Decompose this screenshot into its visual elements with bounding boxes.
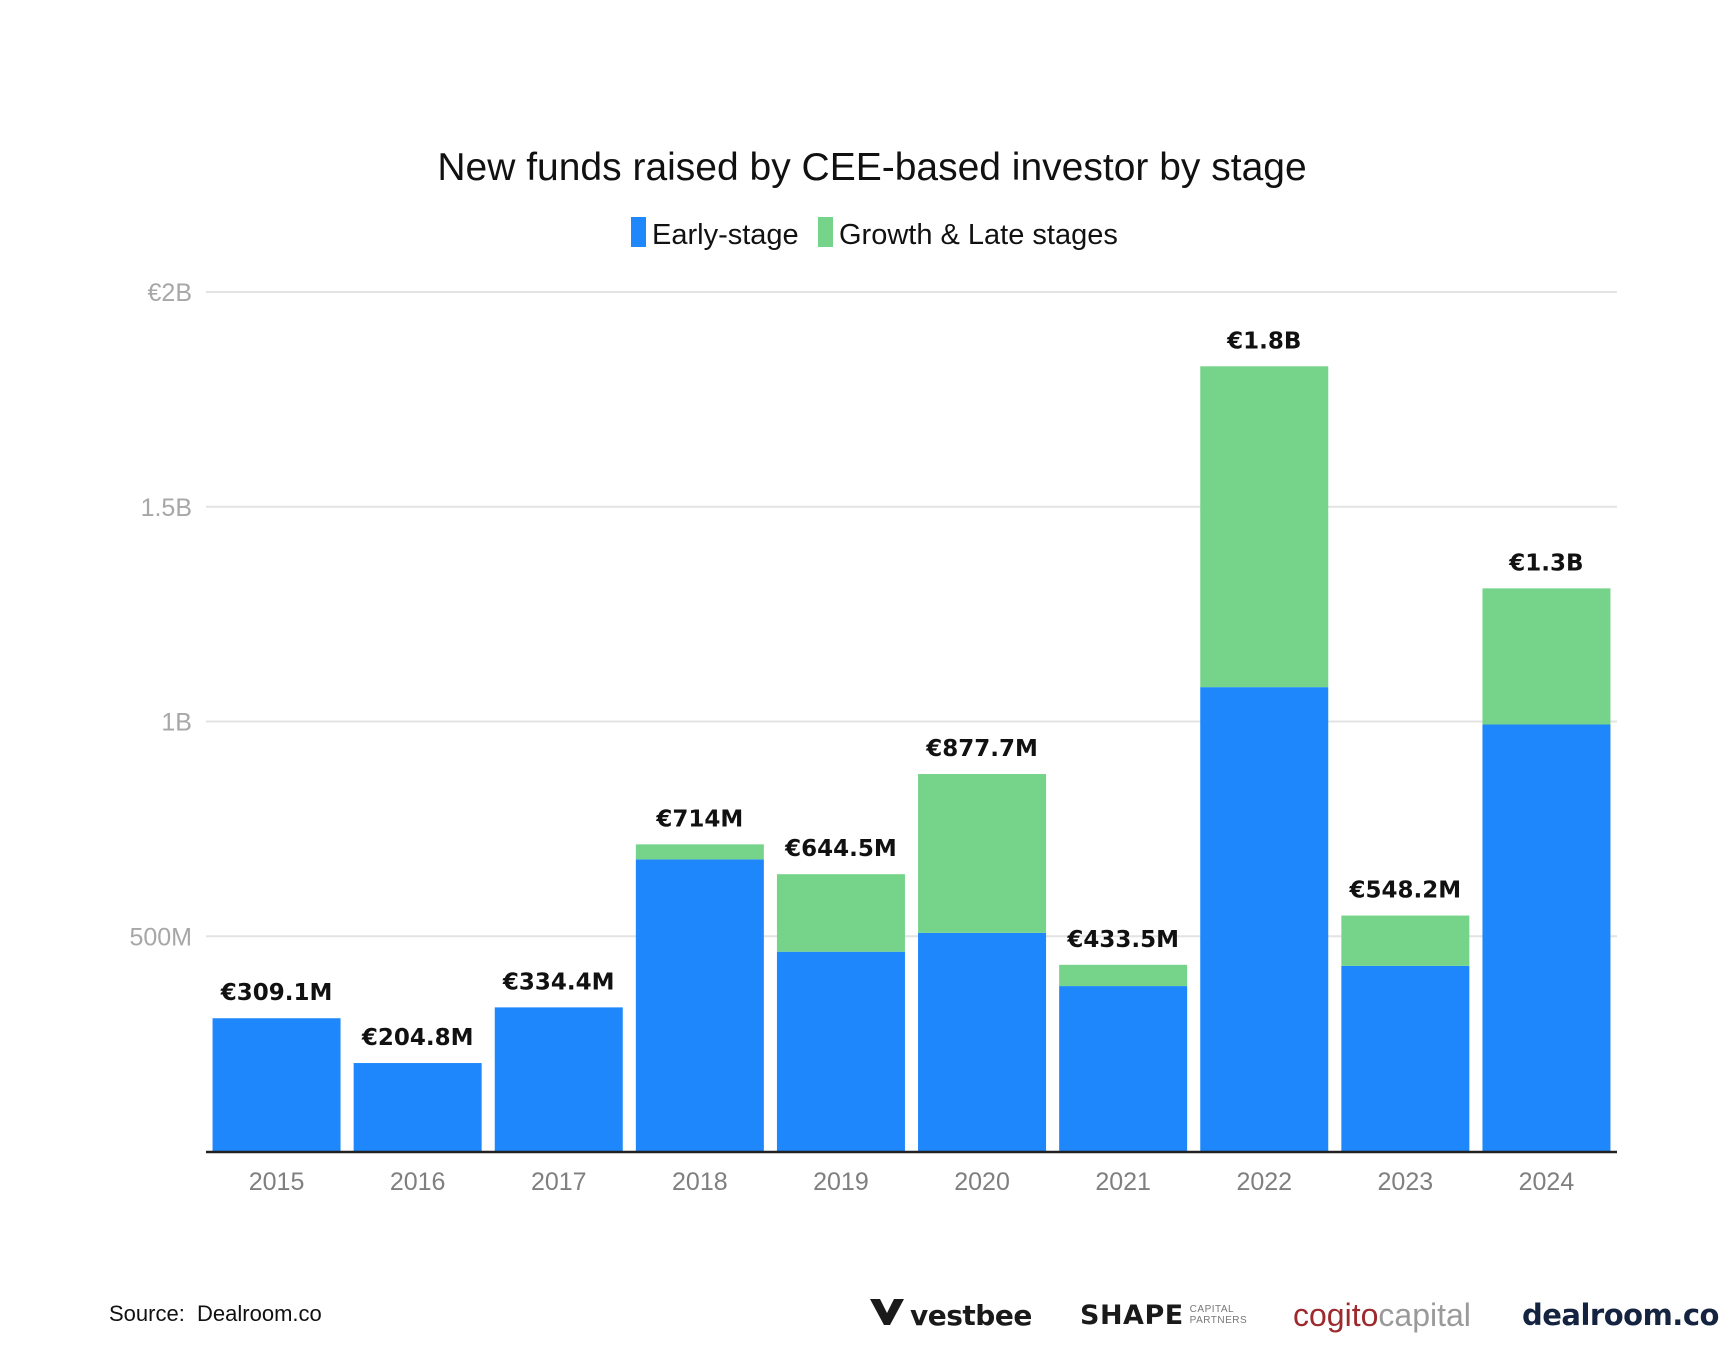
- bar-total-label: €877.7M: [925, 736, 1038, 762]
- bar-total-label: €1.8B: [1226, 328, 1301, 354]
- shape-wordmark: SHAPE: [1080, 1299, 1184, 1331]
- bar-growth-late: [1059, 964, 1188, 987]
- cogito-wordmark: cogito: [1293, 1296, 1379, 1333]
- bar-growth-late: [1482, 588, 1611, 725]
- x-tick-label: 2018: [672, 1168, 728, 1196]
- bar-early-stage: [776, 951, 905, 1151]
- y-tick-label: 1B: [161, 709, 192, 737]
- x-tick-label: 2020: [954, 1168, 1010, 1196]
- x-tick-label: 2015: [249, 1168, 305, 1196]
- bar-early-stage: [1059, 986, 1188, 1151]
- bar-early-stage: [212, 1018, 341, 1151]
- shape-subtitle-line-1: CAPITAL: [1189, 1304, 1235, 1315]
- gridlines: [206, 291, 1617, 938]
- bar-total-label: €548.2M: [1349, 878, 1462, 904]
- bar-early-stage: [1200, 687, 1329, 1151]
- x-tick-label: 2023: [1378, 1168, 1434, 1196]
- bar-growth-late: [635, 844, 764, 860]
- bar-total-label: €309.1M: [220, 980, 333, 1006]
- x-tick-label: 2022: [1236, 1168, 1292, 1196]
- source-note: Source: Dealroom.co: [109, 1301, 322, 1326]
- bar-growth-late: [918, 774, 1047, 933]
- dealroom-logo: dealroom.co: [1522, 1290, 1719, 1340]
- bar-total-label: €714M: [655, 806, 743, 832]
- shape-capital-logo: SHAPE CAPITAL PARTNERS: [1080, 1290, 1247, 1340]
- bar-growth-late: [1341, 915, 1470, 966]
- bar-early-stage: [494, 1007, 623, 1151]
- total-labels: €309.1M €204.8M €334.4M €714M €644.5M €877.7M…: [220, 328, 1584, 1051]
- bar-early-stage: [353, 1063, 482, 1151]
- bar-total-label: €644.5M: [784, 836, 897, 862]
- chart-title: New funds raised by CEE-based investor b…: [437, 146, 1306, 189]
- bar-growth-late: [776, 874, 905, 952]
- x-tick-label: 2016: [390, 1168, 446, 1196]
- bar-early-stage: [1482, 724, 1611, 1151]
- bars: [212, 366, 1611, 1151]
- shape-subtitle: CAPITAL PARTNERS: [1190, 1304, 1248, 1326]
- bar-growth-late: [1200, 366, 1329, 688]
- bar-total-label: €1.3B: [1508, 550, 1583, 576]
- x-tick-label: 2021: [1095, 1168, 1151, 1196]
- shape-subtitle-line-2: PARTNERS: [1189, 1315, 1248, 1326]
- vestbee-logo: vestbee: [870, 1290, 1032, 1340]
- cogito-capital-logo: cogito capital: [1293, 1290, 1471, 1340]
- y-tick-label: 1.5B: [141, 494, 192, 522]
- bar-total-label: €204.8M: [361, 1025, 474, 1051]
- y-tick-label: €2B: [148, 279, 192, 307]
- bar-total-label: €334.4M: [502, 969, 615, 995]
- x-tick-label: 2024: [1519, 1168, 1575, 1196]
- y-tick-label: 500M: [129, 923, 192, 951]
- legend: Early-stage Growth & Late stages: [631, 217, 1118, 251]
- vestbee-mark-icon: [870, 1298, 904, 1332]
- legend-swatch-early-stage: [631, 217, 646, 247]
- legend-label-growth-late: Growth & Late stages: [839, 219, 1118, 251]
- y-axis-ticks: 500M 1B 1.5B €2B: [129, 279, 192, 951]
- bar-early-stage: [1341, 965, 1470, 1151]
- bar-total-label: €433.5M: [1066, 927, 1179, 953]
- x-tick-label: 2019: [813, 1168, 869, 1196]
- dealroom-wordmark: dealroom.co: [1522, 1298, 1719, 1332]
- bar-early-stage: [918, 932, 1047, 1151]
- legend-label-early-stage: Early-stage: [652, 219, 799, 251]
- x-axis-ticks: 2015 2016 2017 2018 2019 2020 2021 2022 2023 2024: [249, 1168, 1575, 1196]
- legend-swatch-growth-late: [818, 217, 833, 247]
- cogito-capital-wordmark: capital: [1378, 1296, 1471, 1333]
- bar-early-stage: [635, 859, 764, 1151]
- vestbee-wordmark: vestbee: [910, 1298, 1032, 1332]
- x-tick-label: 2017: [531, 1168, 587, 1196]
